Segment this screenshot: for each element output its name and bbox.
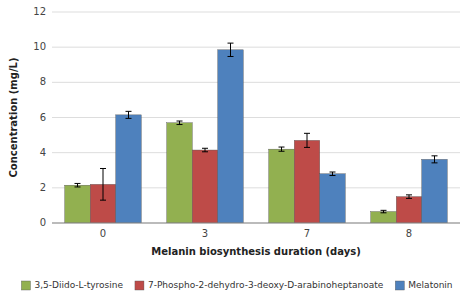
bar: [269, 149, 295, 223]
bar: [396, 197, 422, 223]
legend-swatch: [21, 281, 30, 290]
x-tick-label: 3: [202, 228, 208, 239]
chart-container: 0 2 4 6 8 10 12 0 3 7 8 Melanin biosynthesis durati…: [0, 0, 474, 301]
error-bar: [304, 133, 310, 147]
error-bar: [177, 121, 183, 125]
grid-line: [52, 223, 460, 224]
error-bar: [330, 172, 336, 176]
x-tick-label: 7: [304, 228, 310, 239]
grid-line: [52, 82, 460, 83]
y-axis-title: Concentration (mg/L): [8, 57, 19, 177]
error-bar: [381, 210, 387, 212]
y-tick-label: 8: [40, 76, 46, 87]
chart: 0 2 4 6 8 10 12 0 3 7 8 Melanin biosynthesis durati…: [0, 0, 474, 301]
error-bar: [202, 148, 208, 152]
legend-item: 3,5-Diido-L-tyrosine: [21, 280, 123, 290]
bar: [65, 185, 91, 223]
bar: [371, 212, 397, 223]
bar: [167, 123, 193, 223]
plot-area: [65, 43, 448, 223]
bar: [294, 140, 320, 223]
legend-item: 7-Phospho-2-dehydro-3-deoxy-D-arabinohep…: [135, 280, 384, 290]
bar: [192, 150, 218, 223]
bar: [422, 159, 448, 223]
bar: [116, 115, 142, 223]
x-tick-label: 8: [406, 228, 412, 239]
grid-line: [52, 152, 460, 153]
bar: [320, 174, 346, 223]
legend-swatch: [135, 281, 144, 290]
y-tick-label: 4: [40, 147, 46, 158]
legend-label: 7-Phospho-2-dehydro-3-deoxy-D-arabinohep…: [148, 280, 384, 290]
x-tick-label: 0: [100, 228, 106, 239]
error-bar: [126, 111, 132, 118]
legend-label: 3,5-Diido-L-tyrosine: [34, 280, 123, 290]
grid-line: [52, 117, 460, 118]
legend-swatch: [395, 281, 404, 290]
y-tick-label: 2: [40, 182, 46, 193]
bar: [218, 50, 244, 223]
error-bar: [432, 156, 438, 163]
grid-line: [52, 47, 460, 48]
legend-item: Melatonin: [395, 280, 452, 290]
error-bar: [75, 183, 81, 187]
error-bar: [279, 147, 285, 151]
error-bar: [406, 195, 412, 199]
y-tick-label: 6: [40, 112, 46, 123]
legend: 3,5-Diido-L-tyrosine 7-Phospho-2-dehydro-…: [21, 280, 452, 290]
y-tick-label: 12: [33, 6, 46, 17]
y-tick-label: 10: [33, 41, 46, 52]
legend-label: Melatonin: [408, 280, 452, 290]
series: [116, 43, 448, 223]
y-tick-label: 0: [40, 217, 46, 228]
x-axis-line: [52, 223, 460, 224]
grid: [52, 12, 460, 223]
grid-line: [52, 12, 460, 13]
error-bar: [228, 43, 234, 56]
error-bar: [100, 168, 106, 200]
x-axis-title: Melanin biosynthesis duration (days): [151, 246, 360, 257]
